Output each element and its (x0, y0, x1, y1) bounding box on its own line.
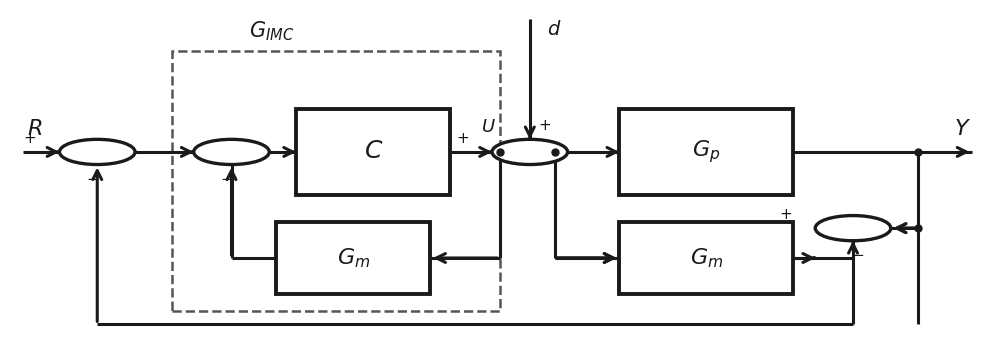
Bar (276, 221, 430, 295)
Text: $U$: $U$ (481, 118, 495, 136)
Bar (619, 221, 793, 295)
Text: $C$: $C$ (364, 141, 383, 163)
Bar (296, 109, 450, 195)
Text: $G_p$: $G_p$ (692, 139, 721, 165)
Text: $G_{IMC}$: $G_{IMC}$ (249, 19, 294, 43)
Text: $-$: $-$ (86, 171, 99, 185)
Text: $G_m$: $G_m$ (690, 246, 723, 270)
Text: $-$: $-$ (220, 171, 233, 185)
Text: $+$: $+$ (456, 132, 469, 146)
Text: $+$: $+$ (538, 119, 551, 133)
Text: $+$: $+$ (23, 132, 36, 146)
Text: $-$: $-$ (851, 247, 865, 261)
Bar (619, 109, 793, 195)
Text: $G_m$: $G_m$ (337, 246, 370, 270)
Circle shape (492, 139, 568, 164)
Text: $Y$: $Y$ (954, 118, 971, 140)
Circle shape (59, 139, 135, 164)
Circle shape (815, 216, 891, 241)
Bar (172, 51, 500, 311)
Text: $d$: $d$ (547, 20, 562, 39)
Circle shape (194, 139, 269, 164)
Text: $R$: $R$ (27, 118, 42, 140)
Text: $+$: $+$ (779, 208, 792, 222)
